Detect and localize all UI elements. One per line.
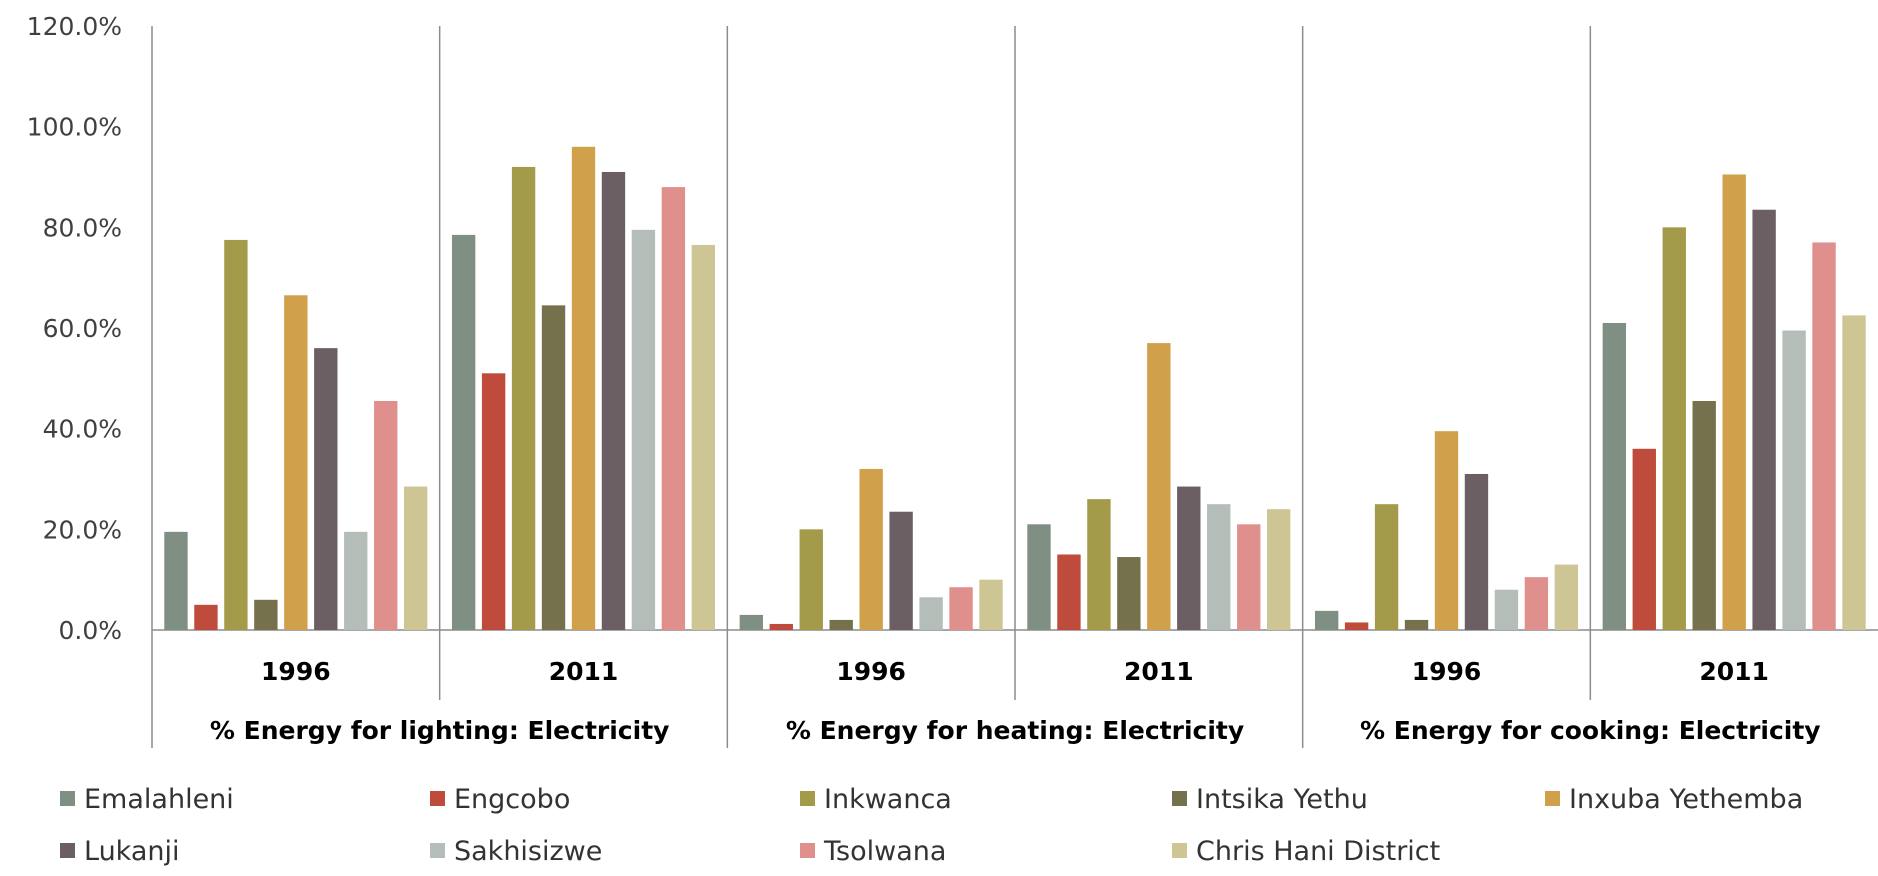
bar-tsolwana	[1524, 577, 1549, 630]
bar-sakhisizwe	[1207, 504, 1231, 630]
bar-sakhisizwe	[1782, 330, 1806, 630]
bar-inkwanca	[1087, 499, 1111, 630]
bar-emalahleni	[1602, 322, 1626, 630]
bar-engcobo	[1344, 622, 1369, 630]
bar-inkwanca	[1662, 227, 1686, 630]
y-tick-label: 80.0%	[43, 213, 122, 242]
axes-and-separators	[151, 26, 1878, 748]
bar-inkwanca	[799, 529, 823, 630]
x-group-label: % Energy for lighting: Electricity	[210, 716, 670, 745]
y-tick-label: 40.0%	[43, 415, 122, 444]
bar-chris-hani-district	[1554, 564, 1579, 630]
legend-swatch	[60, 843, 75, 858]
bar-intsika-yethu	[829, 619, 853, 630]
legend-label: Tsolwana	[823, 836, 946, 867]
bar-lukanji	[1177, 486, 1201, 630]
bar-lukanji	[889, 511, 913, 630]
legend-label: Emalahleni	[84, 784, 234, 815]
legend-swatch	[60, 791, 75, 806]
legend-swatch	[800, 791, 815, 806]
bar-sakhisizwe	[1494, 589, 1519, 630]
bar-chris-hani-district	[1842, 315, 1866, 630]
axis-labels: 0.0% 20.0% 40.0% 60.0% 80.0% 100.0% 120.0% 1996…	[27, 12, 1821, 745]
bar-lukanji	[601, 171, 626, 630]
bar-tsolwana	[1237, 524, 1261, 630]
legend-label: Lukanji	[84, 836, 180, 867]
bar-tsolwana	[949, 587, 973, 630]
x-year-label: 2011	[549, 657, 619, 686]
x-group-label: % Energy for heating: Electricity	[786, 716, 1244, 745]
bar-sakhisizwe	[631, 229, 656, 630]
legend-label: Engcobo	[454, 784, 570, 815]
legend: Emalahleni Engcobo Inkwanca Intsika Yethu In…	[60, 784, 1803, 867]
legend-swatch	[430, 843, 445, 858]
bar-intsika-yethu	[254, 599, 278, 630]
x-group-label: % Energy for cooking: Electricity	[1360, 716, 1821, 745]
bar-lukanji	[314, 348, 338, 630]
legend-swatch	[430, 791, 445, 806]
bar-intsika-yethu	[541, 305, 566, 630]
bar-chris-hani-district	[1267, 509, 1291, 630]
bar-engcobo	[769, 623, 793, 630]
bar-inkwanca	[224, 239, 248, 631]
bar-inxuba-yethemba	[859, 468, 883, 630]
x-year-label: 1996	[261, 657, 331, 686]
bar-intsika-yethu	[1692, 400, 1716, 630]
bar-lukanji	[1752, 209, 1776, 630]
bar-tsolwana	[661, 187, 686, 630]
legend-label: Sakhisizwe	[454, 836, 602, 867]
legend-swatch	[800, 843, 815, 858]
bar-inxuba-yethemba	[571, 146, 596, 631]
bar-chris-hani-district	[404, 486, 428, 630]
y-tick-label: 100.0%	[27, 113, 122, 142]
x-year-label: 2011	[1699, 657, 1769, 686]
bar-emalahleni	[739, 614, 763, 630]
y-tick-label: 120.0%	[27, 12, 122, 41]
bar-emalahleni	[451, 234, 476, 630]
x-year-label: 1996	[1412, 657, 1482, 686]
bar-sakhisizwe	[344, 531, 368, 630]
bar-intsika-yethu	[1117, 557, 1141, 630]
legend-swatch	[1172, 843, 1187, 858]
bar-chris-hani-district	[979, 579, 1003, 630]
legend-label: Inxuba Yethemba	[1569, 784, 1803, 815]
bar-engcobo	[1057, 554, 1081, 630]
bar-engcobo	[481, 373, 506, 630]
bar-chris-hani-district	[691, 244, 716, 630]
y-tick-label: 20.0%	[43, 515, 122, 544]
legend-swatch	[1545, 791, 1560, 806]
y-tick-label: 60.0%	[43, 314, 122, 343]
bar-emalahleni	[1314, 610, 1339, 630]
bar-inkwanca	[511, 166, 536, 630]
bar-engcobo	[194, 604, 218, 630]
bars	[164, 146, 1866, 631]
legend-label: Inkwanca	[824, 784, 952, 815]
bar-inxuba-yethemba	[1147, 343, 1171, 630]
bar-inkwanca	[1374, 504, 1399, 630]
bar-engcobo	[1632, 448, 1656, 630]
bar-tsolwana	[1812, 242, 1836, 630]
bar-tsolwana	[374, 400, 398, 630]
bar-inxuba-yethemba	[1722, 174, 1746, 631]
x-year-label: 2011	[1124, 657, 1194, 686]
legend-swatch	[1172, 791, 1187, 806]
bar-emalahleni	[1027, 524, 1051, 630]
x-year-label: 1996	[836, 657, 906, 686]
y-tick-label: 0.0%	[58, 616, 122, 645]
legend-label: Intsika Yethu	[1196, 784, 1368, 815]
bar-emalahleni	[164, 531, 188, 630]
bar-inxuba-yethemba	[284, 295, 308, 630]
bar-inxuba-yethemba	[1434, 431, 1459, 630]
bar-sakhisizwe	[919, 597, 943, 630]
bar-intsika-yethu	[1404, 619, 1429, 630]
bar-lukanji	[1464, 473, 1489, 630]
legend-label: Chris Hani District	[1196, 836, 1440, 867]
